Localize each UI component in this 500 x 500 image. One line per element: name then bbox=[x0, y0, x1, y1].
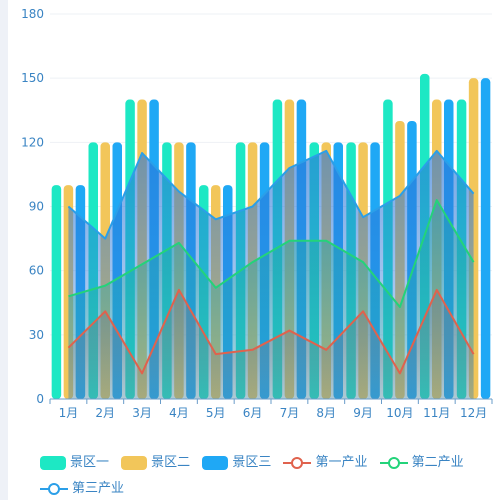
y-tick-label: 30 bbox=[29, 328, 44, 342]
legend-item-line-1[interactable]: 第二产业 bbox=[379, 452, 464, 474]
x-tick-label: 2月 bbox=[95, 406, 115, 420]
y-tick-label: 150 bbox=[21, 71, 44, 85]
left-border-strip bbox=[0, 0, 8, 500]
legend-label: 景区一 bbox=[70, 455, 110, 470]
y-tick-label: 0 bbox=[36, 392, 44, 406]
x-tick-label: 9月 bbox=[353, 406, 373, 420]
y-tick-label: 60 bbox=[29, 264, 44, 278]
x-tick-label: 7月 bbox=[280, 406, 300, 420]
legend-line-icon bbox=[40, 482, 68, 496]
series-line-2 bbox=[68, 199, 475, 309]
y-tick-label: 90 bbox=[29, 200, 44, 214]
bar-1 bbox=[51, 185, 62, 399]
legend-item-line-2[interactable]: 第三产业 bbox=[40, 478, 124, 500]
legend-swatch-icon bbox=[202, 456, 229, 470]
x-tick-label: 10月 bbox=[386, 406, 413, 420]
x-tick-label: 5月 bbox=[206, 406, 226, 420]
legend-line-icon bbox=[283, 456, 312, 470]
legend-label: 第一产业 bbox=[315, 455, 368, 470]
legend-swatch-icon bbox=[40, 456, 66, 470]
legend-item-bar-0[interactable]: 景区一 bbox=[40, 452, 109, 474]
x-tick-label: 12月 bbox=[460, 406, 487, 420]
x-tick-label: 1月 bbox=[59, 406, 79, 420]
y-tick-label: 180 bbox=[21, 7, 44, 21]
legend-item-line-0[interactable]: 第一产业 bbox=[283, 452, 367, 474]
legend-item-bar-2[interactable]: 景区三 bbox=[202, 452, 271, 474]
series-line-1 bbox=[67, 288, 475, 375]
series-line-3 bbox=[67, 149, 475, 240]
x-tick-label: 11月 bbox=[423, 406, 450, 420]
legend-label: 第二产业 bbox=[411, 455, 464, 470]
x-tick-label: 8月 bbox=[316, 406, 336, 420]
legend-swatch-icon bbox=[121, 456, 148, 470]
legend-label: 第三产业 bbox=[72, 481, 125, 496]
bar-3 bbox=[480, 78, 491, 400]
x-tick-label: 6月 bbox=[243, 406, 263, 420]
legend-label: 景区三 bbox=[232, 455, 272, 470]
legend-line-icon bbox=[379, 456, 408, 470]
x-tick-label: 3月 bbox=[132, 406, 152, 420]
x-tick-label: 4月 bbox=[169, 406, 189, 420]
y-tick-label: 120 bbox=[21, 135, 44, 149]
legend-item-bar-1[interactable]: 景区二 bbox=[121, 452, 190, 474]
legend-label: 景区二 bbox=[151, 455, 191, 470]
legend: 景区一 景区二 景区三 第一产业 第二产业 第三产业 bbox=[40, 452, 490, 500]
